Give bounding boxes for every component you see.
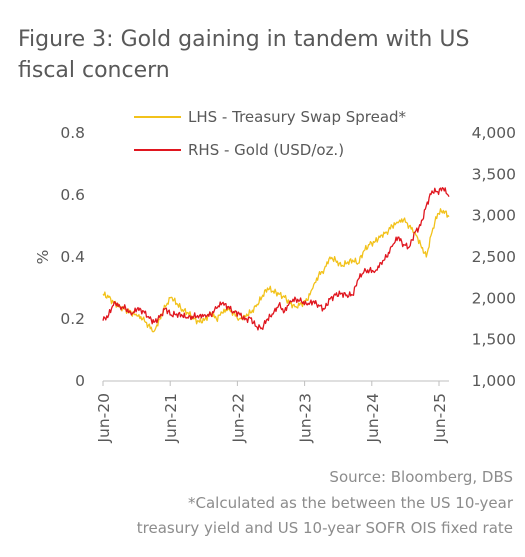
footnote-line-2: treasury yield and US 10-year SOFR OIS f… [136, 519, 513, 537]
legend-label-lhs: LHS - Treasury Swap Spread* [188, 108, 407, 126]
y-left-tick-label: 0.4 [60, 248, 85, 266]
y-right-tick-label: 1,500 [472, 331, 516, 349]
chart-axes: 0 0.2 0.4 0.6 0.8% 1,000 1,500 2,000 2,500 3,000 3… [34, 124, 516, 444]
x-tick-label: Jun-25 [431, 393, 449, 444]
y-left-tick-label: 0.2 [60, 310, 85, 328]
y-right-tick-label: 3,500 [472, 165, 516, 183]
y-right-tick-label: 2,000 [472, 289, 516, 307]
y-right-tick-label: 2,500 [472, 248, 516, 266]
legend-label-rhs: RHS - Gold (USD/oz.) [188, 141, 344, 159]
series-line-treasury-swap-spread [102, 208, 450, 333]
y-right-tick-label: 3,000 [472, 207, 516, 225]
y-left-axis-label: % [34, 250, 52, 265]
x-tick-label: Jun-21 [162, 393, 180, 444]
y-left-tick-label: 0.6 [60, 186, 85, 204]
chart-lines [102, 187, 450, 333]
x-tick-label: Jun-24 [364, 393, 382, 444]
x-tick-label: Jun-20 [95, 393, 113, 444]
y-left-tick-label: 0.8 [60, 124, 85, 142]
y-right-tick-label: 4,000 [472, 124, 516, 142]
x-tick-label: Jun-22 [229, 393, 247, 444]
x-tick-label: Jun-23 [297, 393, 315, 444]
y-right-tick-label: 1,000 [472, 372, 516, 390]
page-title: Figure 3: Gold gaining in tandem with US… [18, 27, 470, 83]
chart-legend: LHS - Treasury Swap Spread* RHS - Gold (… [134, 108, 407, 159]
footnote-line-1: *Calculated as the between the US 10-yea… [188, 494, 513, 512]
source-note: Source: Bloomberg, DBS [329, 468, 513, 486]
y-left-tick-label: 0 [75, 372, 85, 390]
series-line-gold [102, 187, 450, 331]
